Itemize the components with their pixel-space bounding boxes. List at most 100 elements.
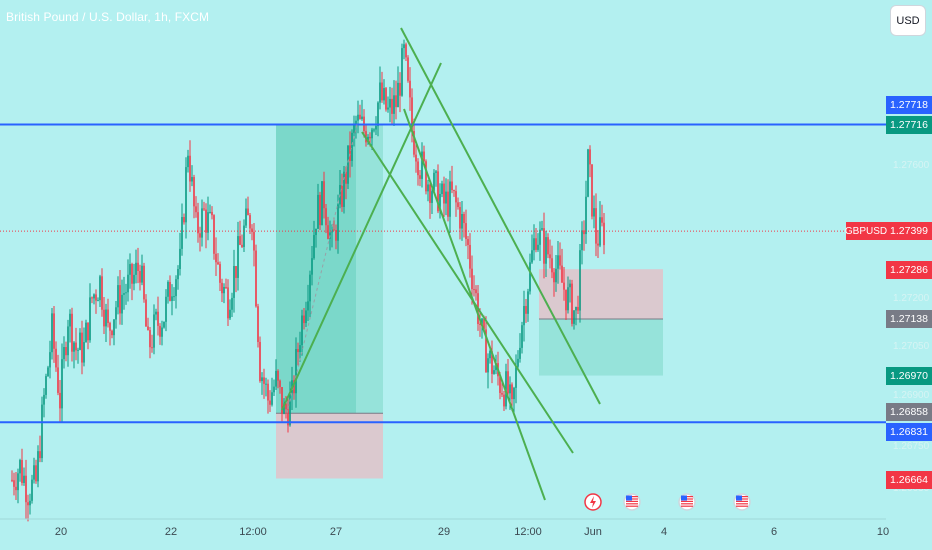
candle-body <box>253 231 255 251</box>
candle-body <box>327 225 329 239</box>
candle <box>235 265 237 293</box>
candle <box>507 359 509 398</box>
candle-body <box>13 480 15 487</box>
candle-body <box>149 330 151 348</box>
candle <box>277 369 279 389</box>
candle-body <box>131 264 133 284</box>
candle-body <box>249 215 251 229</box>
candle-body <box>387 107 389 110</box>
candle <box>75 327 77 361</box>
candle-body <box>587 149 589 197</box>
us-flag-icon[interactable] <box>623 493 641 511</box>
candle <box>117 276 119 315</box>
candle <box>183 213 185 225</box>
candle-body <box>413 131 415 155</box>
candle <box>295 337 297 408</box>
candle <box>267 379 269 414</box>
candle-body <box>369 136 371 139</box>
candle <box>157 296 159 336</box>
candle <box>27 494 29 522</box>
candle <box>223 283 225 304</box>
candle <box>45 373 47 399</box>
candle-body <box>453 190 455 192</box>
candle-body <box>49 352 51 368</box>
flag-stripe <box>681 500 693 502</box>
candle-body <box>275 370 277 387</box>
candle <box>595 193 597 257</box>
flash-icon[interactable] <box>584 493 602 511</box>
candle <box>287 396 289 433</box>
candle-body <box>63 347 65 360</box>
candle-body <box>113 319 115 336</box>
candle-body <box>355 120 357 126</box>
candle-body <box>529 262 531 292</box>
candle <box>445 178 447 216</box>
candle-body <box>239 236 241 245</box>
candle <box>237 221 239 291</box>
candle-body <box>43 394 45 405</box>
candle <box>39 435 41 463</box>
candle-body <box>153 314 155 348</box>
candle <box>455 185 457 217</box>
candle-body <box>87 322 89 341</box>
candle-body <box>469 244 471 269</box>
candle-body <box>541 228 543 230</box>
candle-body <box>211 211 213 216</box>
candle-body <box>247 208 249 216</box>
candle <box>439 183 441 219</box>
candle <box>539 221 541 261</box>
candle <box>577 295 579 315</box>
long-target-zone <box>276 124 383 414</box>
candle-body <box>209 211 211 213</box>
candle-body <box>301 315 303 346</box>
candle-body <box>429 184 431 203</box>
candle <box>301 309 303 356</box>
candle-body <box>489 350 491 359</box>
candle-body <box>579 250 581 311</box>
candle <box>143 262 145 303</box>
candle <box>309 270 311 318</box>
flag-stripe <box>626 503 638 505</box>
candle <box>299 331 301 362</box>
candle-body <box>319 194 321 226</box>
candle-body <box>577 307 579 311</box>
candle-body <box>405 44 407 58</box>
candle <box>567 276 569 314</box>
candle <box>29 493 31 515</box>
candle <box>323 171 325 219</box>
candle <box>481 317 483 339</box>
candle-body <box>121 294 123 314</box>
candle <box>41 396 43 463</box>
candle <box>377 101 379 137</box>
us-flag-icon[interactable] <box>678 493 696 511</box>
candle <box>259 336 261 383</box>
candle-body <box>203 208 205 210</box>
candle-body <box>455 191 457 203</box>
event-markers[interactable] <box>584 493 751 511</box>
candle-body <box>341 185 343 207</box>
candle <box>459 201 461 240</box>
candle-body <box>335 230 337 241</box>
candle-body <box>31 479 33 501</box>
candle-body <box>581 230 583 251</box>
symbol-tag: GBPUSD <box>845 222 887 240</box>
candle <box>59 379 61 423</box>
candle <box>515 354 517 404</box>
chart-title: British Pound / U.S. Dollar, 1h, FXCM <box>6 10 210 24</box>
candle <box>247 196 249 216</box>
candle <box>425 159 427 195</box>
currency-button[interactable]: USD <box>890 5 926 36</box>
candle <box>501 382 503 398</box>
candle-body <box>531 250 533 263</box>
candle-body <box>569 283 571 288</box>
candle <box>167 280 169 304</box>
candle <box>35 459 37 484</box>
candle <box>71 307 73 362</box>
candle <box>597 230 599 258</box>
price-tag: 1.26970 <box>886 367 932 385</box>
us-flag-icon[interactable] <box>733 493 751 511</box>
candle <box>447 179 449 222</box>
time-tick-label: 12:00 <box>239 526 267 538</box>
candle <box>505 363 507 410</box>
